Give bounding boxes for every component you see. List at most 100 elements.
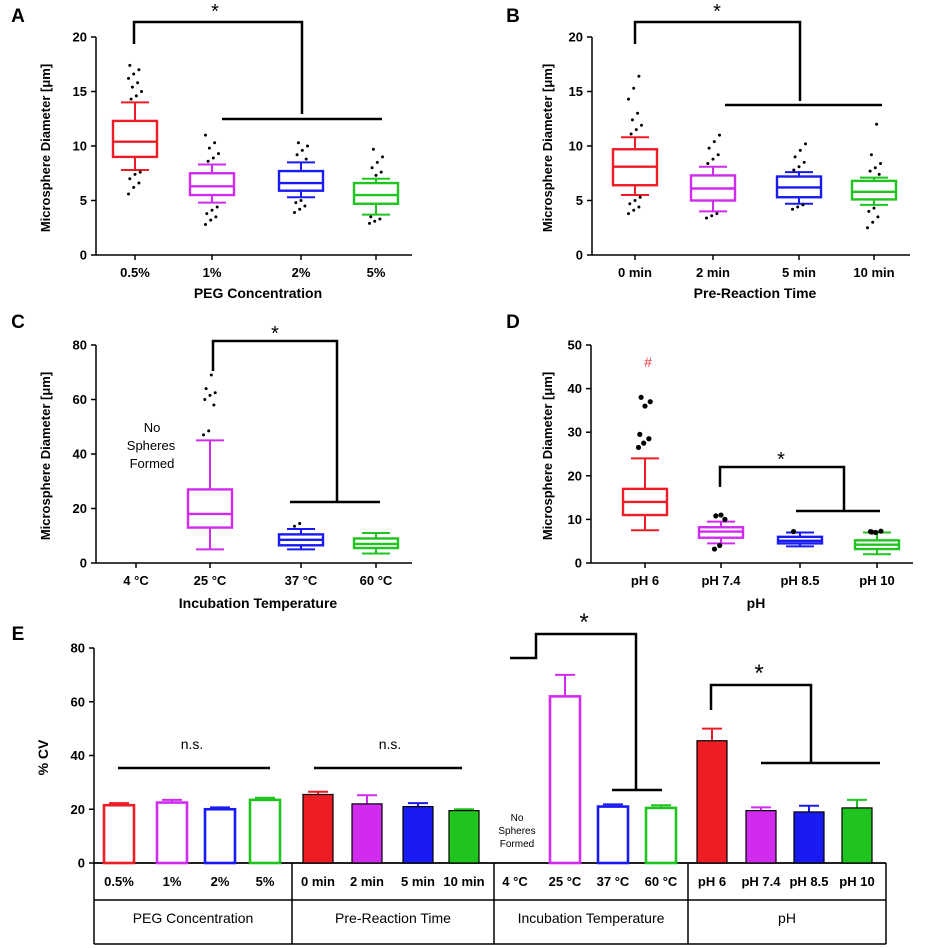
x-tick-label: 1%	[203, 265, 222, 280]
box-ph-10	[853, 528, 901, 556]
x-tick-label: pH 7.4	[741, 874, 781, 889]
outlier-point	[642, 403, 648, 409]
outlier-point	[798, 148, 802, 152]
outlier-point	[793, 155, 797, 159]
box-0-min	[611, 74, 659, 216]
box-iqr	[188, 172, 236, 197]
outlier-point	[706, 161, 710, 165]
bar-5-min	[402, 802, 434, 864]
y-tick-label: 50	[568, 338, 582, 353]
y-tick-label: 15	[569, 84, 583, 99]
outlier-point	[215, 205, 219, 209]
outlier-point	[722, 516, 728, 523]
y-axis-title: Microsphere Diameter [μm]	[540, 64, 555, 232]
outlier-point	[368, 221, 371, 225]
group-label: PEG Concentration	[133, 910, 254, 926]
outlier-point	[204, 387, 208, 391]
outlier-point	[647, 399, 653, 405]
outlier-point	[210, 208, 214, 212]
outlier-point	[711, 546, 718, 552]
box-2-min	[689, 133, 737, 220]
significance-star: *	[579, 609, 588, 636]
outlier-point	[293, 210, 296, 214]
x-tick-label: 4 °C	[123, 573, 149, 588]
significance-star: *	[211, 1, 219, 23]
outlier-point	[217, 152, 220, 156]
outlier-point	[140, 90, 143, 93]
outlier-point	[303, 204, 307, 208]
outlier-point	[878, 528, 884, 534]
bar-rect	[248, 798, 282, 865]
outlier-point	[137, 68, 141, 72]
outlier-point	[208, 393, 212, 397]
outlier-point	[203, 398, 207, 401]
bar-rect	[402, 805, 434, 864]
y-tick-label: 40	[71, 748, 85, 763]
y-tick-label: 0	[575, 556, 582, 571]
outlier-point	[127, 192, 130, 196]
box-60-c	[352, 532, 400, 555]
x-tick-label: 10 min	[443, 874, 484, 889]
bar-rect	[745, 809, 777, 864]
outlier-point	[717, 542, 723, 549]
outlier-point	[801, 203, 805, 207]
x-tick-label: 60 °C	[360, 573, 393, 588]
box-2-	[277, 141, 325, 214]
bar-rect	[596, 805, 630, 865]
outlier-point	[370, 166, 374, 170]
outlier-point	[635, 444, 642, 451]
bar-0-min	[302, 790, 334, 864]
box-0-5-	[111, 63, 159, 196]
outlier-point	[137, 181, 141, 185]
outlier-point	[873, 529, 879, 536]
outlier-point	[369, 215, 373, 219]
x-tick-label: 2%	[211, 874, 230, 889]
x-tick-label: 37 °C	[597, 874, 630, 889]
y-tick-label: 0	[576, 248, 583, 263]
x-tick-label: pH 8.5	[780, 573, 819, 588]
bar-2-	[203, 806, 237, 865]
outlier-point	[718, 133, 721, 137]
outlier-point	[646, 436, 652, 442]
outlier-point	[299, 199, 303, 202]
outlier-point	[374, 173, 378, 177]
box-iqr	[277, 169, 325, 192]
y-tick-label: 5	[576, 193, 583, 208]
y-tick-label: 40	[73, 447, 87, 462]
significance-star: *	[777, 449, 785, 471]
bar-ph-6	[696, 727, 728, 864]
x-axis-title: Pre-Reaction Time	[694, 285, 817, 301]
y-tick-label: 5	[80, 193, 87, 208]
outlier-point	[876, 215, 880, 219]
outlier-point	[707, 146, 711, 150]
x-tick-label: pH 6	[698, 874, 726, 889]
outlier-point	[866, 226, 869, 230]
outlier-point	[716, 153, 720, 157]
outlier-point	[212, 403, 216, 407]
outlier-point	[207, 429, 211, 433]
bar-2-min	[351, 794, 383, 864]
outlier-point	[630, 118, 634, 122]
bar-rect	[644, 806, 678, 865]
x-axis-title: Incubation Temperature	[179, 595, 338, 611]
significance-star: *	[754, 660, 763, 687]
box-10-min	[850, 122, 898, 230]
outlier-point	[877, 172, 881, 176]
ns-label: n.s.	[379, 736, 402, 752]
outlier-point	[298, 521, 302, 525]
outlier-point	[790, 529, 797, 535]
y-tick-label: 60	[71, 694, 85, 709]
x-tick-label: 5 min	[782, 265, 816, 280]
x-tick-label: 0.5%	[120, 265, 150, 280]
outlier-point	[638, 394, 644, 400]
outlier-point	[710, 214, 714, 218]
no-spheres-note-line1: No	[511, 813, 524, 824]
y-tick-label: 80	[73, 338, 87, 353]
box-iqr	[352, 181, 400, 205]
outlier-point	[295, 153, 299, 157]
no-spheres-note-line1: No	[144, 420, 161, 435]
x-tick-label: pH 6	[631, 573, 659, 588]
outlier-point	[792, 168, 796, 172]
y-axis-title: Microsphere Diameter [μm]	[38, 64, 53, 232]
y-tick-label: 10	[568, 512, 582, 527]
